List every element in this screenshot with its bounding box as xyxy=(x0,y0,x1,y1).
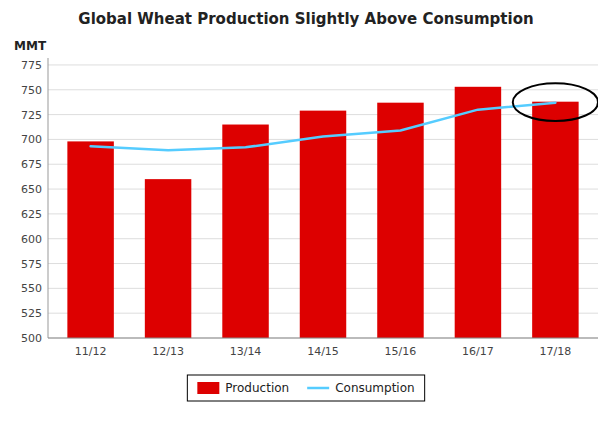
legend-box xyxy=(187,375,424,401)
y-tick-label: 550 xyxy=(21,282,42,295)
marks xyxy=(67,83,598,338)
y-tick-label: 775 xyxy=(21,59,42,72)
x-tick-label: 17/18 xyxy=(540,345,572,358)
y-tick-label: 750 xyxy=(21,84,42,97)
y-tick-label: 525 xyxy=(21,307,42,320)
grid xyxy=(48,65,598,338)
chart: Global Wheat Production Slightly Above C… xyxy=(0,0,612,422)
title: Global Wheat Production Slightly Above C… xyxy=(78,10,533,28)
line xyxy=(91,103,556,151)
x-tick-label: 11/12 xyxy=(75,345,107,358)
bar xyxy=(455,87,501,338)
bar xyxy=(67,141,113,338)
y-tick-label: 625 xyxy=(21,208,42,221)
grid-line xyxy=(48,64,598,65)
y-tick-label: 575 xyxy=(21,258,42,271)
y-tick-label: 500 xyxy=(21,332,42,345)
legend-swatch xyxy=(307,387,329,390)
highlight-ellipse xyxy=(513,83,598,121)
y-tick-label: 650 xyxy=(21,183,42,196)
bar xyxy=(377,103,423,338)
bar xyxy=(532,102,578,338)
legend: Production Consumption xyxy=(187,375,424,401)
y-axis xyxy=(48,58,49,338)
grid-line xyxy=(48,338,598,339)
legend-label: Production xyxy=(225,381,289,395)
legend-label: Consumption xyxy=(335,381,414,395)
legend-swatch xyxy=(197,382,219,394)
y-tick-label: 700 xyxy=(21,133,42,146)
y-tick-label: 675 xyxy=(21,158,42,171)
x-tick-label: 15/16 xyxy=(385,345,417,358)
bar xyxy=(145,179,191,338)
x-tick-label: 13/14 xyxy=(230,345,262,358)
bar xyxy=(300,111,346,338)
y-label: MMT xyxy=(14,39,47,53)
grid-line xyxy=(48,89,598,90)
x-tick-label: 12/13 xyxy=(152,345,184,358)
x-axis xyxy=(48,338,598,339)
y-tick-label: 725 xyxy=(21,109,42,122)
x-tick-label: 16/17 xyxy=(462,345,494,358)
x-tick-label: 14/15 xyxy=(307,345,339,358)
y-tick-label: 600 xyxy=(21,233,42,246)
bar xyxy=(222,125,268,338)
